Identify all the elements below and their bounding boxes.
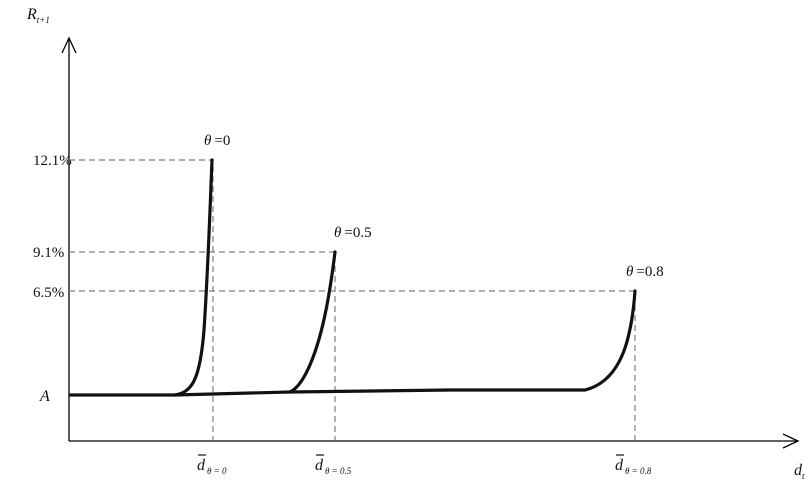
svg-text:θ = 0: θ = 0 <box>207 466 227 476</box>
y-axis-arrow-icon <box>61 36 77 54</box>
origin-label-A: A <box>39 388 50 405</box>
guide-theta-0 <box>69 159 214 441</box>
x-axis-label: dt <box>794 462 805 481</box>
x-tick-d-theta-0: d θ = 0 <box>197 454 227 476</box>
svg-text:θ = 0.5: θ = 0.5 <box>325 466 352 476</box>
guide-theta-0-8 <box>69 290 636 441</box>
y-tick-12-1: 12.1% <box>33 153 72 169</box>
theta-label-0-8: θ =0.8 <box>626 264 664 280</box>
y-tick-6-5: 6.5% <box>33 285 64 301</box>
y-tick-9-1: 9.1% <box>33 245 64 261</box>
base-curve <box>68 388 587 397</box>
svg-text:θ = 0.8: θ = 0.8 <box>625 466 652 476</box>
svg-text:d: d <box>615 457 624 474</box>
svg-text:d: d <box>315 457 324 474</box>
x-tick-d-theta-0-5: d θ = 0.5 <box>315 454 352 476</box>
x-tick-d-theta-0-8: d θ = 0.8 <box>615 454 652 476</box>
y-axis-label: Rt+1 <box>26 6 50 25</box>
svg-text:d: d <box>197 457 206 474</box>
x-axis-arrow-icon <box>782 433 800 449</box>
theta-label-0: θ =0 <box>204 133 230 149</box>
curve-theta-0 <box>173 158 214 397</box>
theta-label-0-5: θ =0.5 <box>334 225 372 241</box>
curve-theta-0-8 <box>583 289 637 392</box>
curve-theta-0-5 <box>288 250 337 394</box>
